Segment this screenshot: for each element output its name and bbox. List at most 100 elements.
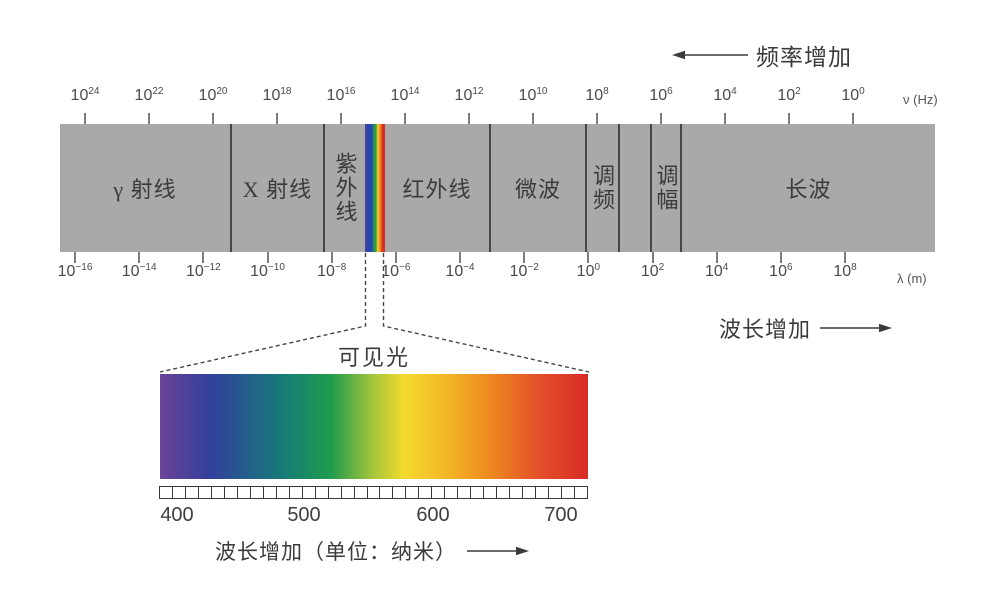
ruler-cell (405, 486, 420, 499)
ruler-cell (210, 486, 225, 499)
band-region-label: 调幅 (653, 164, 679, 212)
ruler-cell (535, 486, 550, 499)
frequency-tick-label: 104 (713, 86, 737, 104)
frequency-tick-mark (788, 113, 790, 124)
nm-tick-label: 700 (544, 504, 578, 526)
ruler-cell (314, 486, 329, 499)
right-arrow-icon (820, 323, 893, 333)
wavelength-tick-label: 10−4 (445, 262, 475, 280)
ruler-cell (522, 486, 537, 499)
band-region: 红外线 (385, 124, 489, 252)
frequency-tick-label: 108 (585, 86, 609, 104)
band-region: 调幅 (650, 124, 680, 252)
frequency-tick-mark (660, 113, 662, 124)
wavelength-tick-mark (779, 252, 782, 263)
wavelength-tick-mark (266, 252, 269, 263)
ruler-cell (444, 486, 459, 499)
dashed-line-left (159, 253, 367, 373)
frequency-tick-label: 1014 (390, 86, 420, 104)
ruler-cell (159, 486, 173, 499)
frequency-tick-mark (596, 113, 598, 124)
frequency-axis-unit: ν (Hz) (903, 92, 938, 107)
wavelength-tick-label: 10−12 (185, 262, 221, 280)
frequency-tick-label: 1016 (326, 86, 356, 104)
wavelength-tick-mark (330, 252, 333, 263)
band-region: 调频 (585, 124, 618, 252)
ruler-cell (548, 486, 563, 499)
band-region-label: 红外线 (402, 177, 472, 202)
nm-ruler (159, 486, 588, 499)
frequency-tick-label: 1018 (262, 86, 292, 104)
wavelength-increase-label: 波长增加 (719, 317, 812, 342)
frequency-tick-mark (84, 113, 86, 124)
wavelength-tick-label: 10−10 (250, 262, 285, 280)
frequency-tick-label: 1012 (454, 86, 484, 104)
ruler-cell (483, 486, 498, 499)
band-region-label: 调频 (590, 164, 616, 212)
wavelength-tick-label: 104 (705, 262, 729, 280)
ruler-cell (184, 486, 199, 499)
ruler-cell (418, 486, 433, 499)
band-region-label: X 射线 (242, 177, 313, 202)
visible-light-label: 可见光 (337, 345, 411, 370)
band-region: 长波 (680, 124, 935, 252)
wavelength-tick-mark (459, 252, 462, 263)
right-arrow-icon (467, 546, 529, 556)
nm-caption-annotation: 波长增加（单位：纳米） (215, 536, 529, 566)
wavelength-tick-label: 106 (769, 262, 793, 280)
wavelength-tick-label: 100 (576, 262, 601, 280)
spectrum-band: γ 射线 X 射线 紫外线 红外线 微波 调频 调幅 长波 (60, 124, 935, 252)
ruler-cell (223, 486, 238, 499)
wavelength-tick-mark (715, 252, 718, 263)
nm-tick-label: 600 (416, 504, 450, 526)
wavelength-tick-label: 10−14 (121, 262, 157, 280)
wavelength-tick-mark (587, 252, 590, 263)
wavelength-tick-label: 10−16 (57, 262, 93, 280)
wavelength-tick-mark (138, 252, 141, 263)
wavelength-tick-label: 102 (640, 262, 665, 280)
ruler-cell (470, 486, 485, 499)
ruler-cell (509, 486, 524, 499)
wavelength-tick-label: 10−8 (317, 262, 347, 280)
ruler-cell (171, 486, 186, 499)
wavelength-axis-unit: λ (m) (897, 271, 927, 286)
ruler-cell (561, 486, 575, 499)
frequency-tick-mark (468, 113, 470, 124)
left-arrow-icon (672, 50, 748, 60)
ruler-cell (457, 486, 472, 499)
wavelength-tick-mark (74, 252, 76, 263)
ruler-cell (366, 486, 381, 499)
wavelength-tick-mark (844, 252, 847, 263)
ruler-cell (197, 486, 212, 499)
frequency-tick-mark (532, 113, 534, 124)
band-region-label: 紫外线 (332, 152, 358, 224)
band-region-label: γ 射线 (113, 177, 177, 202)
band-region (618, 124, 650, 252)
band-region: γ 射线 (60, 124, 230, 252)
ruler-cell (262, 486, 277, 499)
band-region-label: 微波 (514, 177, 561, 202)
band-region-label: 长波 (785, 177, 832, 202)
wavelength-tick-label: 108 (833, 262, 857, 280)
frequency-tick-mark (212, 113, 214, 124)
frequency-tick-label: 1022 (134, 86, 164, 104)
ruler-cell (249, 486, 264, 499)
wavelength-tick-mark (523, 252, 526, 263)
frequency-increase-annotation: 频率增加 (672, 38, 852, 72)
frequency-tick-mark (276, 113, 278, 124)
ruler-cell (379, 486, 394, 499)
ruler-cell (327, 486, 342, 499)
ruler-cell (301, 486, 316, 499)
ruler-cell (340, 486, 355, 499)
nm-tick-label: 400 (160, 504, 194, 526)
frequency-tick-mark (340, 113, 342, 124)
frequency-tick-label: 1010 (518, 86, 548, 104)
frequency-tick-label: 1020 (198, 86, 228, 104)
frequency-tick-label: 100 (841, 86, 865, 104)
nm-tick-label: 500 (287, 504, 321, 526)
wavelength-tick-mark (202, 252, 205, 263)
